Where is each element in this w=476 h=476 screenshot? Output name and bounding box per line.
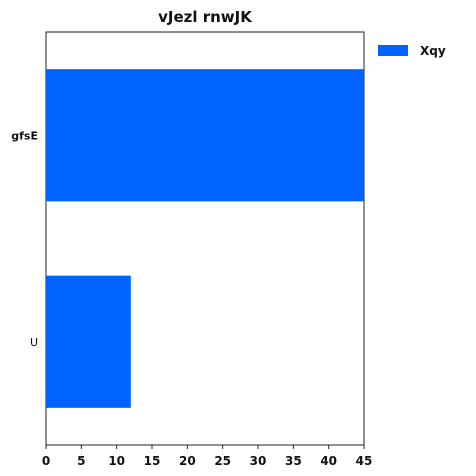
y-tick-label-u: U (30, 336, 38, 349)
x-tick-label: 35 (285, 454, 302, 468)
x-tick-label: 30 (250, 454, 267, 468)
chart-title: vJezl rnwJK (158, 8, 253, 26)
x-tick-label: 20 (179, 454, 196, 468)
x-tick-label: 45 (356, 454, 373, 468)
y-tick-labels: gfsE U (11, 129, 38, 349)
y-tick-label-gfse: gfsE (11, 129, 38, 142)
x-tick-label: 25 (214, 454, 231, 468)
x-tick-label: 10 (108, 454, 125, 468)
legend-swatch (378, 45, 408, 56)
bar-u (46, 275, 131, 408)
x-ticks: 0 5 10 15 20 25 30 35 40 45 (42, 445, 373, 468)
legend: Xqy (378, 44, 446, 58)
x-tick-label: 40 (320, 454, 337, 468)
x-tick-label: 15 (144, 454, 161, 468)
bars-group (46, 69, 364, 408)
legend-label: Xqy (420, 44, 446, 58)
x-tick-label: 5 (77, 454, 85, 468)
x-tick-label: 0 (42, 454, 50, 468)
bar-gfse (46, 69, 364, 202)
